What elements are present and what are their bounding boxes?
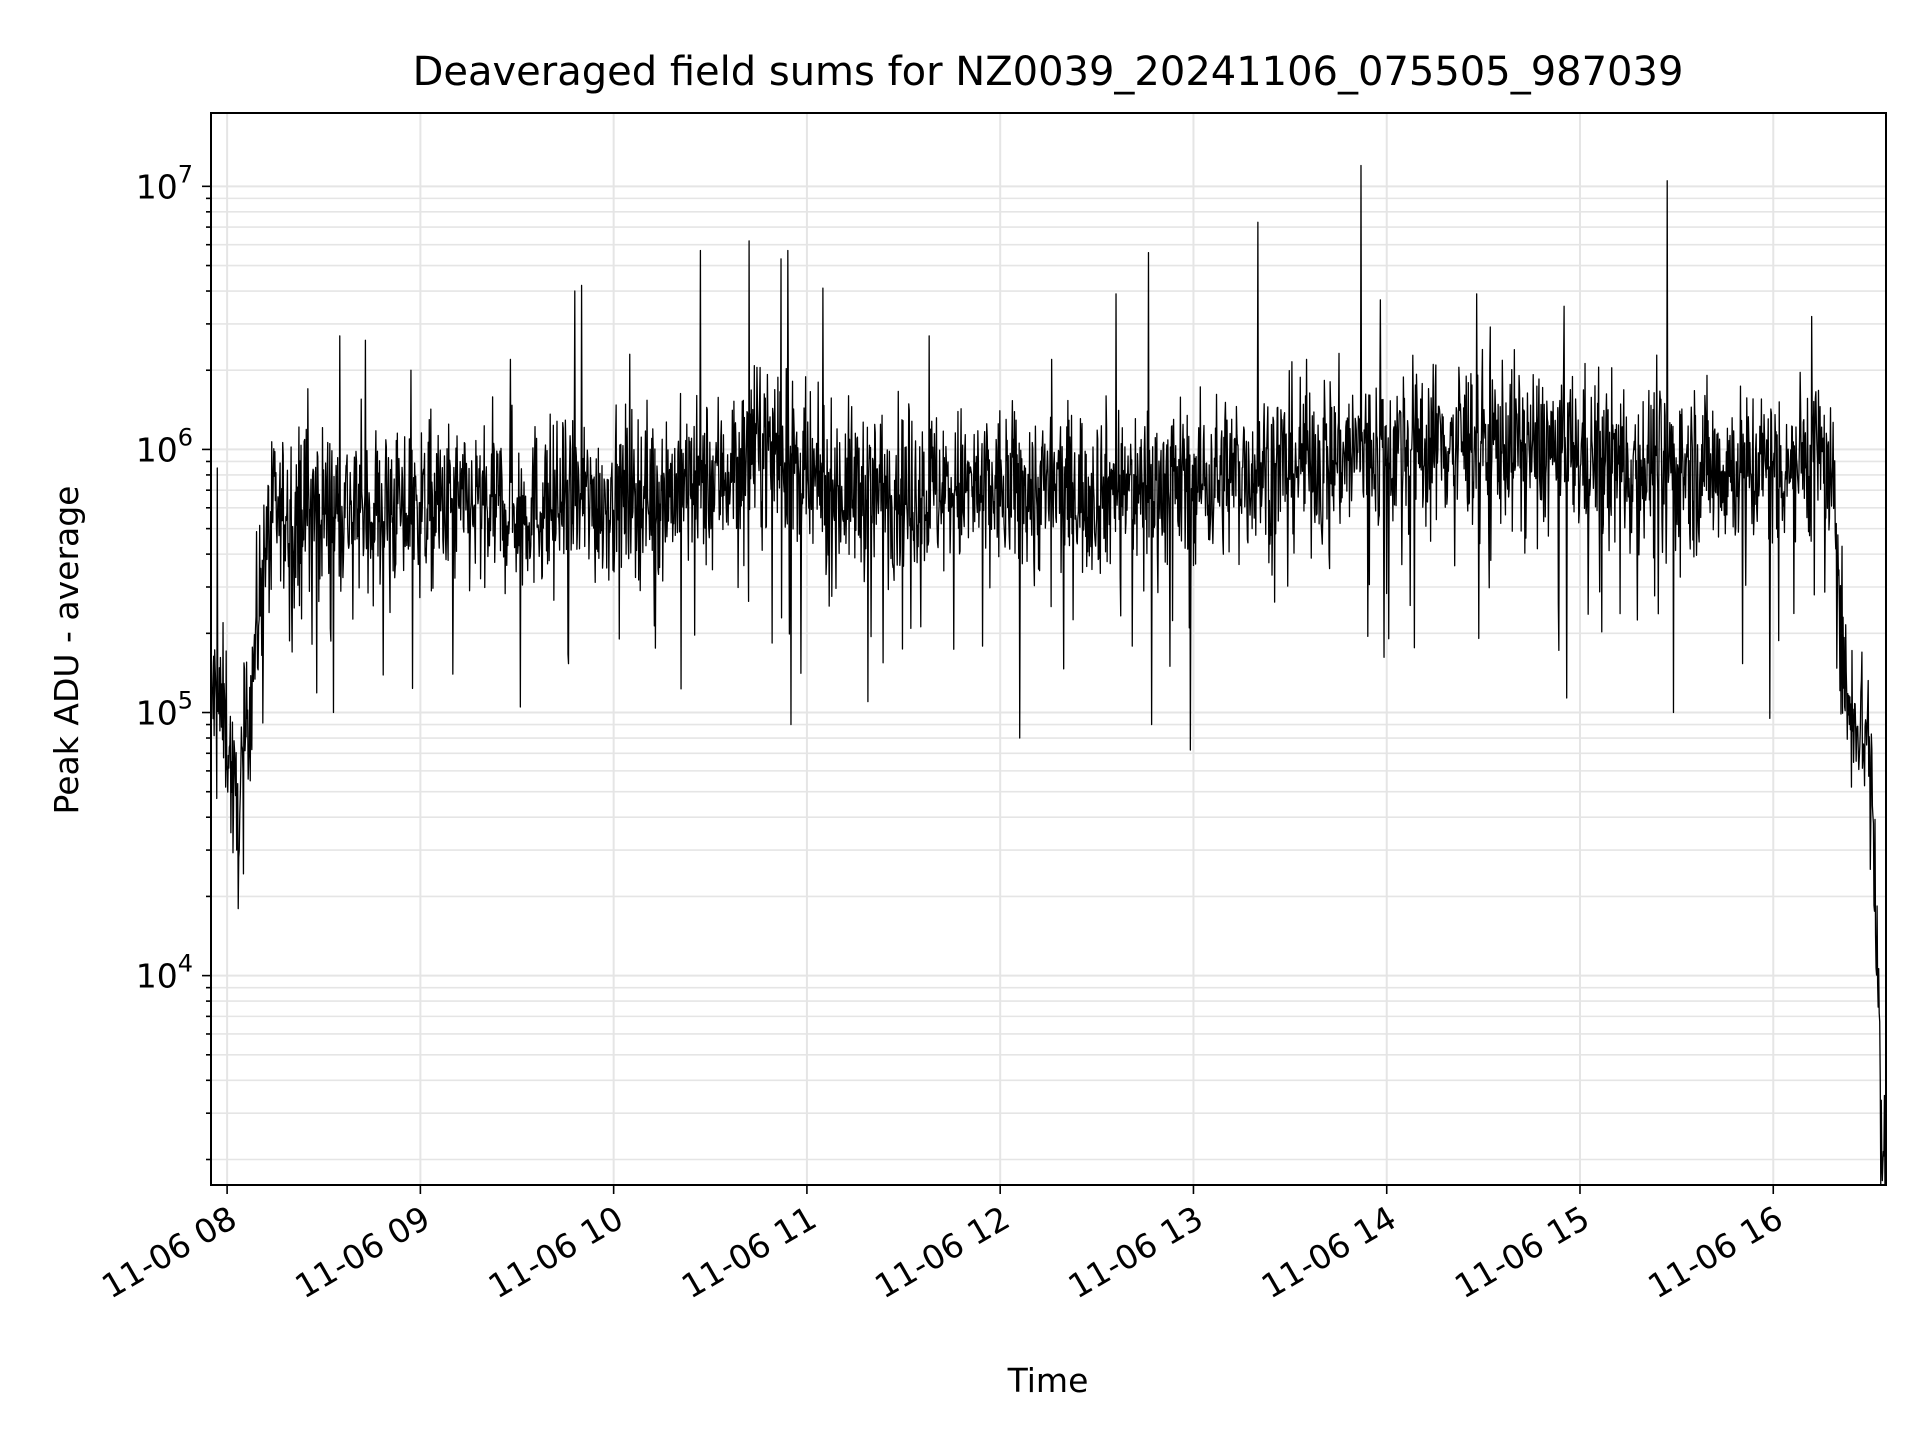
series-area (210, 164, 1887, 1186)
y-tick-label: 106 (136, 423, 193, 469)
y-tick-label: 105 (136, 687, 193, 733)
grid (211, 113, 1886, 1185)
y-tick-label: 104 (136, 950, 193, 996)
series-line (210, 164, 1887, 1186)
x-axis-label: Time (1007, 1361, 1089, 1400)
y-axis-label: Peak ADU - average (47, 486, 86, 815)
chart-title: Deaveraged field sums for NZ0039_2024110… (413, 49, 1684, 95)
plot-frame (210, 112, 1887, 1186)
y-tick-label: 107 (136, 160, 193, 206)
